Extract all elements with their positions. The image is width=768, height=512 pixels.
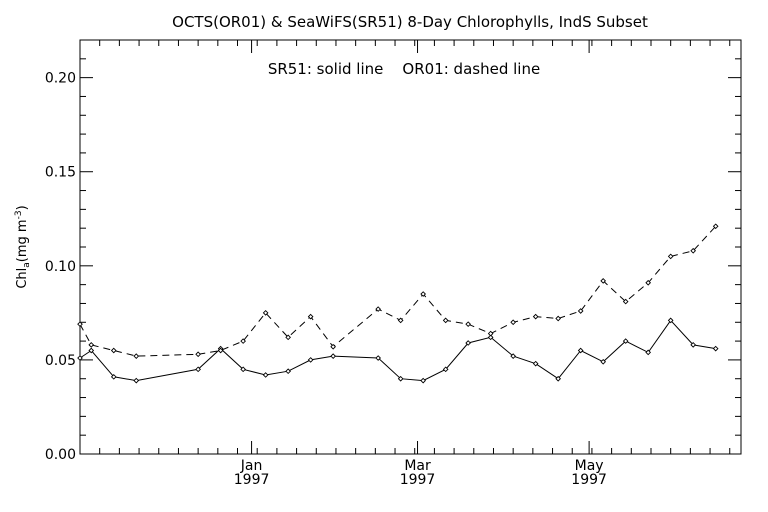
y-tick-label: 0.05 [45, 353, 76, 369]
y-tick-label: 0.00 [45, 447, 76, 463]
data-point-or01 [240, 338, 246, 344]
data-point-sr51 [667, 317, 674, 324]
data-point-sr51 [510, 353, 517, 359]
x-tick-month: May [575, 458, 604, 474]
x-tick-year: 1997 [571, 472, 607, 488]
y-tick-label: 0.20 [45, 71, 76, 87]
x-tick-month: Jan [240, 458, 263, 474]
x-tick-month: Mar [404, 458, 431, 474]
data-point-or01 [285, 334, 291, 341]
data-point-or01 [133, 353, 140, 359]
data-point-or01 [195, 351, 201, 358]
data-point-sr51 [88, 347, 95, 354]
data-point-sr51 [77, 355, 83, 361]
data-point-sr51 [442, 366, 449, 373]
y-axis-label: Chla(mg m-3) [14, 205, 32, 288]
data-point-or01 [397, 317, 404, 324]
data-point-or01 [77, 321, 83, 327]
data-point-sr51 [110, 374, 117, 380]
data-point-or01 [420, 291, 426, 297]
series-line-sr51 [79, 319, 716, 382]
data-point-or01 [600, 278, 607, 284]
chart-annotation: SR51: solid line OR01: dashed line [268, 60, 540, 78]
data-point-or01 [622, 298, 629, 305]
data-point-or01 [555, 315, 562, 322]
x-tick-year: 1997 [234, 472, 270, 488]
data-point-sr51 [532, 360, 539, 367]
data-point-sr51 [645, 349, 652, 356]
data-point-or01 [307, 313, 314, 320]
data-point-or01 [510, 319, 517, 326]
data-point-or01 [712, 223, 719, 230]
data-point-or01 [690, 247, 697, 254]
data-point-sr51 [133, 377, 140, 384]
data-point-sr51 [600, 358, 607, 365]
data-point-sr51 [487, 334, 494, 341]
data-point-sr51 [285, 368, 291, 375]
data-point-sr51 [465, 340, 471, 346]
data-point-sr51 [690, 342, 697, 348]
data-point-or01 [532, 313, 539, 320]
data-point-or01 [465, 321, 471, 327]
chart-title: OCTS(OR01) & SeaWiFS(SR51) 8-Day Chlorop… [172, 13, 648, 31]
data-point-sr51 [577, 347, 584, 354]
data-point-or01 [330, 343, 336, 350]
series-line-or01 [79, 225, 717, 357]
data-point-or01 [645, 279, 652, 286]
series-layer [77, 223, 719, 384]
data-point-or01 [88, 342, 95, 348]
data-point-or01 [667, 253, 674, 260]
x-tick-year: 1997 [400, 472, 436, 488]
data-point-sr51 [712, 345, 719, 352]
data-point-or01 [487, 330, 494, 337]
data-point-or01 [262, 310, 269, 316]
y-tick-label: 0.15 [45, 165, 76, 181]
data-point-sr51 [397, 375, 404, 382]
data-point-sr51 [307, 357, 314, 363]
plot-frame [79, 39, 742, 455]
data-point-sr51 [330, 353, 336, 359]
data-point-or01 [375, 306, 381, 312]
data-point-sr51 [375, 355, 381, 361]
data-point-or01 [217, 347, 224, 354]
data-point-sr51 [262, 372, 269, 378]
data-point-sr51 [195, 366, 201, 373]
data-point-sr51 [240, 366, 246, 373]
data-point-sr51 [622, 338, 629, 344]
data-point-sr51 [555, 375, 562, 382]
data-point-sr51 [420, 377, 426, 384]
y-tick-label: 0.10 [45, 259, 76, 275]
data-point-or01 [110, 347, 117, 354]
axis-ticks: 0.000.050.100.150.20Jan1997Mar1997May199… [45, 39, 741, 488]
data-point-or01 [577, 308, 584, 314]
data-point-or01 [442, 317, 449, 324]
